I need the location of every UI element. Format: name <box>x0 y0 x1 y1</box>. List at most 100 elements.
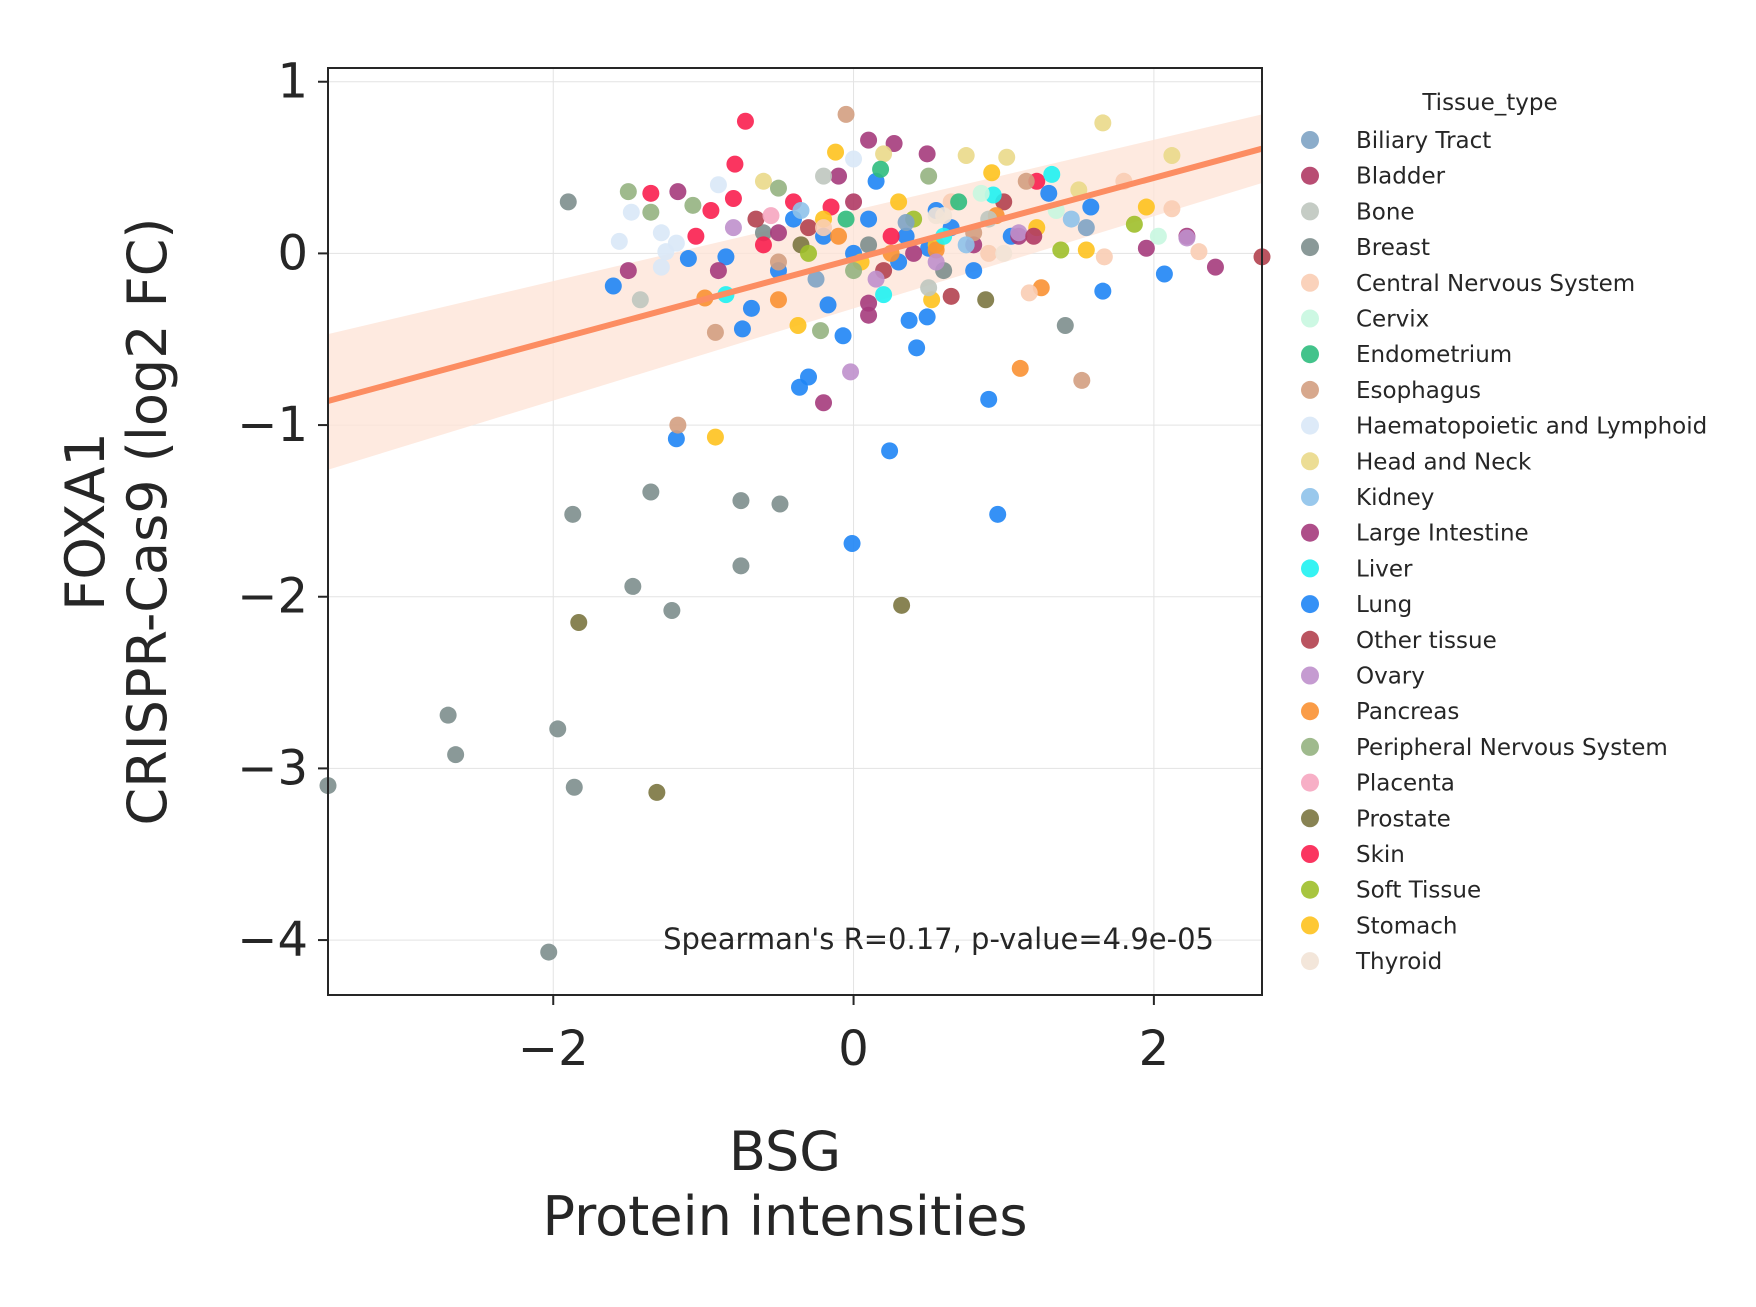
point-peripheral-nervous-system-1 <box>642 203 660 221</box>
y-axis-label-line-1: FOXA1 <box>54 432 117 610</box>
point-skin-1 <box>726 155 744 173</box>
point-stomach-8 <box>1137 198 1155 216</box>
point-stomach-5 <box>983 164 1001 182</box>
point-cervix-1 <box>972 184 990 202</box>
legend-marker-kidney <box>1301 488 1319 506</box>
regression-line <box>327 145 1263 404</box>
point-lung-7 <box>667 430 685 448</box>
point-other-tissue-1 <box>942 287 960 305</box>
plot-frame <box>327 67 1263 996</box>
point-stomach-0 <box>706 428 724 446</box>
x-tick-label-1: 0 <box>838 1021 869 1077</box>
point-breast-7 <box>564 505 582 523</box>
point-haematopoietic-and-lymphoid-2 <box>652 224 670 242</box>
y-axis-label-line-2: CRISPR-Cas9 (log2 FC) <box>116 217 179 825</box>
regression-band-group <box>328 114 1262 470</box>
y-tick-label-4: −3 <box>237 740 308 796</box>
point-lung-11 <box>908 339 926 357</box>
point-pancreas-3 <box>769 291 787 309</box>
legend-label-prostate: Prostate <box>1356 806 1451 832</box>
point-prostate-3 <box>977 291 995 309</box>
point-endometrium-0 <box>872 160 890 178</box>
point-head-and-neck-1 <box>957 147 975 165</box>
point-lung-5 <box>980 390 998 408</box>
point-peripheral-nervous-system-0 <box>619 183 637 201</box>
point-bone-0 <box>631 291 649 309</box>
x-tick-label-2: 2 <box>1139 1021 1170 1077</box>
spearman-annotation: Spearman's R=0.17, p-value=4.9e-05 <box>663 922 1214 956</box>
legend-marker-other-tissue <box>1301 630 1319 649</box>
legend-marker-endometrium <box>1301 345 1319 364</box>
point-esophagus-6 <box>769 253 787 271</box>
legend-marker-skin <box>1301 845 1319 863</box>
point-ovary-3 <box>724 219 742 237</box>
y-tick-label-5: −4 <box>237 912 308 968</box>
point-lung-21 <box>965 262 983 280</box>
point-skin-0 <box>736 112 754 130</box>
point-large-intestine-7 <box>669 183 687 201</box>
legend-label-thyroid: Thyroid <box>1355 949 1442 975</box>
point-lung-2 <box>834 327 852 345</box>
point-pancreas-5 <box>927 241 945 259</box>
point-breast-2 <box>439 706 457 724</box>
legend-marker-stomach <box>1301 916 1319 935</box>
point-prostate-0 <box>570 613 588 631</box>
point-lung-32 <box>717 248 735 266</box>
legend-label-stomach: Stomach <box>1356 913 1457 939</box>
legend-marker-lung <box>1301 595 1319 614</box>
point-breast-10 <box>663 601 681 619</box>
point-lung-13 <box>819 296 837 314</box>
y-tick-label-2: −1 <box>237 397 308 453</box>
point-central-nervous-system-2 <box>1095 248 1113 266</box>
point-head-and-neck-2 <box>998 148 1016 166</box>
legend-label-haematopoietic-and-lymphoid: Haematopoietic and Lymphoid <box>1356 414 1707 440</box>
point-soft-tissue-2 <box>800 244 818 262</box>
point-skin-8 <box>882 227 900 245</box>
point-other-tissue-2 <box>800 219 818 237</box>
x-tick-label-0: −2 <box>518 1021 589 1077</box>
point-lung-9 <box>742 299 760 317</box>
point-lung-28 <box>604 277 622 295</box>
point-large-intestine-3 <box>815 394 833 412</box>
point-breast-13 <box>771 495 789 513</box>
point-lung-17 <box>860 210 878 228</box>
point-head-and-neck-4 <box>875 145 893 163</box>
point-peripheral-nervous-system-3 <box>769 179 787 197</box>
point-esophagus-4 <box>1017 172 1035 190</box>
legend-marker-ovary <box>1301 666 1319 685</box>
legend-marker-bladder <box>1301 166 1319 185</box>
legend-marker-bone <box>1301 202 1319 221</box>
point-liver-1 <box>875 286 893 304</box>
point-head-and-neck-3 <box>1163 147 1181 165</box>
point-thyroid-2 <box>995 244 1013 262</box>
point-liver-3 <box>1043 165 1061 183</box>
legend-marker-prostate <box>1301 809 1319 828</box>
point-stomach-2 <box>827 143 845 161</box>
y-tick-label-3: −2 <box>237 569 308 625</box>
legend-marker-central-nervous-system <box>1301 273 1319 292</box>
point-large-intestine-4 <box>860 306 878 324</box>
point-stomach-7 <box>1077 241 1095 259</box>
point-ovary-5 <box>867 270 885 288</box>
legend-marker-thyroid <box>1301 952 1319 971</box>
point-pancreas-1 <box>1011 359 1029 377</box>
point-haematopoietic-and-lymphoid-5 <box>667 234 685 252</box>
point-head-and-neck-6 <box>754 172 772 190</box>
legend-marker-liver <box>1301 559 1319 578</box>
legend-marker-large-intestine <box>1301 523 1319 542</box>
point-breast-0 <box>559 193 577 211</box>
point-peripheral-nervous-system-4 <box>812 322 830 340</box>
point-lung-23 <box>1082 198 1100 216</box>
point-large-intestine-16 <box>830 167 848 185</box>
point-pancreas-6 <box>830 227 848 245</box>
point-bone-3 <box>920 279 938 297</box>
x-axis-label-line-2: Protein intensities <box>543 1185 1028 1248</box>
point-esophagus-3 <box>1073 371 1091 389</box>
legend-label-other-tissue: Other tissue <box>1356 628 1497 654</box>
point-kidney-0 <box>957 236 975 254</box>
point-ovary-2 <box>1010 224 1028 242</box>
point-lung-4 <box>881 442 899 460</box>
x-axis-label-line-1: BSG <box>729 1120 841 1183</box>
point-esophagus-1 <box>669 416 687 434</box>
regression-line-group <box>327 145 1263 404</box>
